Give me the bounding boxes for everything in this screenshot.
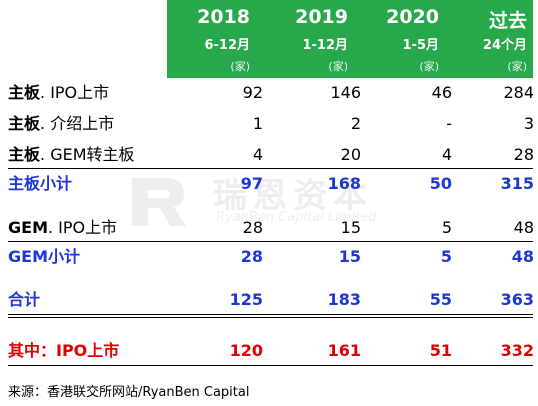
row-label: 主板. GEM转主板	[8, 145, 135, 164]
source-note: 来源：香港联交所网站/RyanBen Capital	[8, 385, 250, 400]
cell-2020: 50	[429, 174, 452, 193]
divider	[8, 365, 533, 366]
cell-2018: 120	[229, 341, 263, 360]
cell-2020: 4	[441, 145, 452, 164]
double-divider	[8, 314, 533, 318]
total-row: 合计 125 183 55 363	[8, 286, 534, 314]
cell-2018: 28	[242, 218, 263, 237]
divider	[8, 168, 533, 169]
table-row: 主板. IPO上市 92 146 46 284	[8, 79, 534, 107]
col-2020-unit: (家)	[419, 60, 439, 73]
cell-2018: 97	[240, 174, 263, 193]
row-label: 其中：IPO上市	[8, 341, 120, 360]
cell-2018: 4	[252, 145, 263, 164]
col-24m-title: 过去	[488, 10, 527, 32]
col-2019-year: 2019	[295, 6, 348, 28]
table-header: 2018 6-12月 (家) 2019 1-12月 (家) 2020 1-5月 …	[167, 0, 533, 78]
cell-2020: 5	[440, 247, 452, 266]
cell-24m: 48	[511, 247, 534, 266]
cell-2018: 125	[229, 290, 263, 309]
cell-24m: 332	[500, 341, 534, 360]
cell-24m: 363	[500, 290, 534, 309]
cell-2019: 15	[340, 218, 361, 237]
row-label: 主板. IPO上市	[8, 83, 110, 102]
row-label: 主板. 介绍上市	[8, 114, 115, 133]
col-2019-period: 1-12月	[302, 38, 348, 53]
subtotal-row: GEM小计 28 15 5 48	[8, 243, 534, 271]
col-2020-period: 1-5月	[402, 38, 440, 53]
row-label: GEM. IPO上市	[8, 218, 118, 237]
row-label: GEM小计	[8, 247, 80, 266]
row-label: 主板小计	[8, 174, 73, 193]
cell-24m: 3	[523, 114, 534, 133]
cell-2020: 5	[441, 218, 452, 237]
table-row: 主板. 介绍上市 1 2 - 3	[8, 110, 534, 138]
col-24m-unit: (家)	[507, 60, 527, 73]
cell-24m: 48	[513, 218, 534, 237]
col-24m-period: 24个月	[482, 38, 527, 53]
table-row: GEM. IPO上市 28 15 5 48	[8, 214, 534, 242]
cell-2019: 146	[330, 83, 361, 102]
cell-2019: 20	[340, 145, 361, 164]
divider	[8, 241, 533, 242]
row-label: 合计	[8, 290, 41, 309]
cell-2020: -	[446, 114, 452, 133]
cell-2020: 55	[429, 290, 452, 309]
cell-2018: 1	[252, 114, 263, 133]
cell-24m: 28	[513, 145, 534, 164]
ipo-total-row: 其中：IPO上市 120 161 51 332	[8, 337, 534, 365]
subtotal-row: 主板小计 97 168 50 315	[8, 170, 534, 198]
col-2018-year: 2018	[197, 6, 250, 28]
cell-2019: 168	[327, 174, 361, 193]
col-2019-unit: (家)	[328, 60, 348, 73]
col-2018-period: 6-12月	[204, 38, 250, 53]
cell-2020: 51	[429, 341, 452, 360]
cell-2018: 28	[240, 247, 263, 266]
table-row: 主板. GEM转主板 4 20 4 28	[8, 141, 534, 169]
cell-2019: 2	[350, 114, 361, 133]
cell-2018: 92	[242, 83, 263, 102]
cell-2020: 46	[431, 83, 452, 102]
cell-24m: 315	[500, 174, 534, 193]
col-2020-year: 2020	[386, 6, 439, 28]
cell-2019: 15	[338, 247, 361, 266]
cell-2019: 161	[327, 341, 361, 360]
cell-2019: 183	[327, 290, 361, 309]
col-2018-unit: (家)	[230, 60, 250, 73]
cell-24m: 284	[503, 83, 534, 102]
